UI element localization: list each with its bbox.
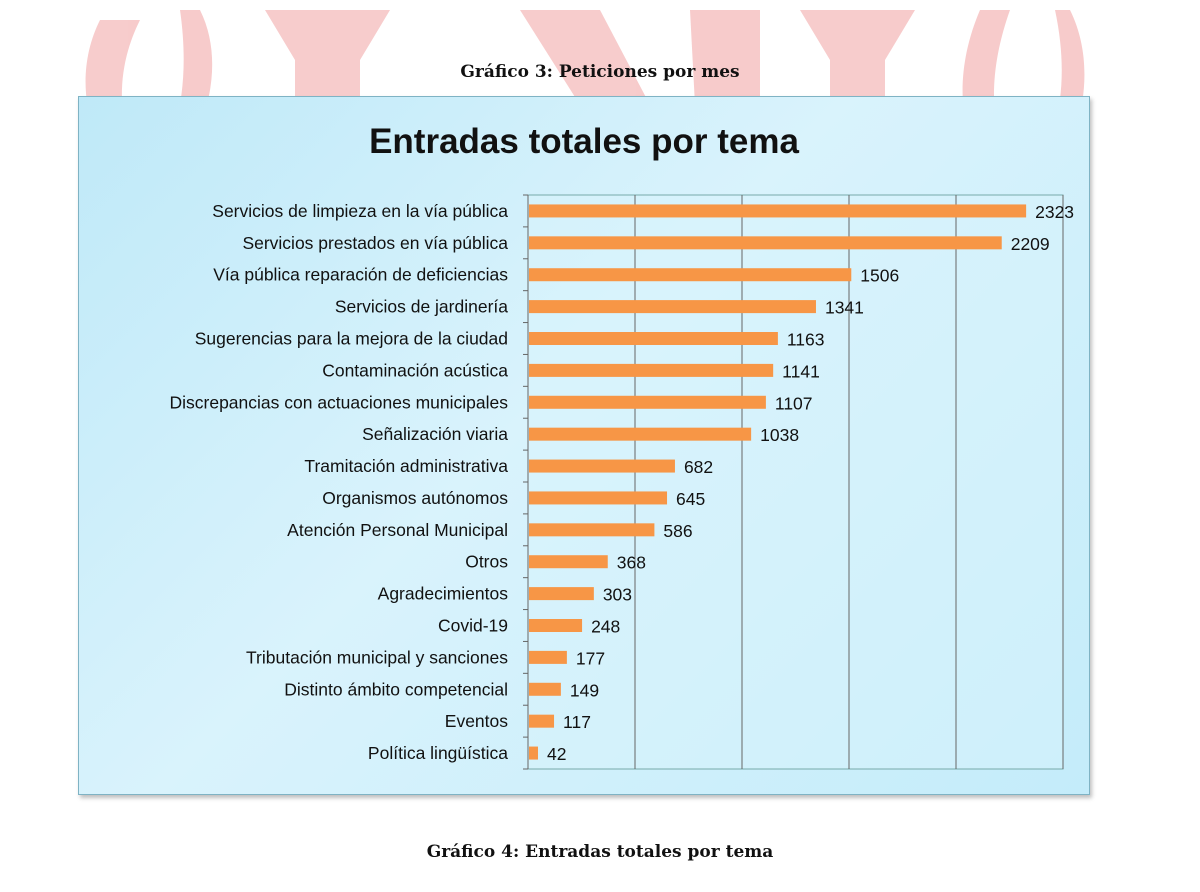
category-label: Sugerencias para la mejora de la ciudad — [195, 329, 508, 349]
caption-grafico-4: Gráfico 4: Entradas totales por tema — [426, 842, 774, 862]
category-label: Tramitación administrativa — [304, 456, 508, 476]
bar — [529, 459, 675, 473]
bar — [529, 268, 852, 282]
bar — [529, 555, 608, 569]
value-label: 2209 — [1011, 234, 1050, 254]
chart-area: Entradas totales por tema Servicios de li… — [78, 96, 1090, 795]
category-label: Servicios prestados en vía pública — [242, 233, 508, 253]
category-label: Distinto ámbito competencial — [284, 679, 508, 699]
category-label: Atención Personal Municipal — [287, 520, 508, 540]
bar — [529, 587, 594, 601]
category-label: Servicios de limpieza en la vía pública — [212, 201, 508, 221]
category-label: Organismos autónomos — [322, 488, 508, 508]
value-label: 368 — [617, 553, 646, 573]
category-label: Eventos — [445, 711, 508, 731]
value-label: 2323 — [1035, 202, 1074, 222]
bar — [529, 619, 583, 632]
bar — [529, 427, 752, 441]
bar — [529, 204, 1027, 218]
bar — [529, 491, 668, 505]
value-label: 1163 — [787, 330, 825, 350]
category-label: Señalización viaria — [362, 424, 508, 444]
value-label: 149 — [570, 680, 599, 700]
bar — [529, 523, 655, 537]
value-label: 1141 — [782, 361, 820, 381]
bar-chart: Entradas totales por tema Servicios de li… — [169, 122, 1074, 770]
category-label: Discrepancias con actuaciones municipale… — [169, 392, 508, 412]
value-label: 586 — [663, 521, 692, 541]
plot-area — [527, 194, 1064, 770]
value-label: 1506 — [860, 266, 899, 286]
category-label: Agradecimientos — [378, 584, 509, 604]
category-label: Otros — [465, 552, 508, 572]
bar — [529, 746, 538, 760]
bar — [529, 714, 555, 728]
value-label: 303 — [603, 585, 632, 605]
bar — [529, 363, 774, 377]
bar — [529, 650, 567, 664]
bar — [529, 682, 561, 696]
category-label: Política lingüística — [368, 743, 508, 763]
category-label: Servicios de jardinería — [335, 297, 508, 317]
value-label: 682 — [684, 457, 713, 477]
value-label: 177 — [576, 648, 605, 668]
value-label: 1038 — [760, 425, 799, 445]
value-label: 248 — [591, 617, 620, 637]
category-label: Tributación municipal y sanciones — [246, 647, 508, 667]
bar — [529, 236, 1002, 250]
bar — [529, 300, 816, 314]
value-label: 117 — [563, 712, 591, 732]
caption-grafico-3: Gráfico 3: Peticiones por mes — [460, 62, 740, 82]
category-label: Contaminación acústica — [322, 360, 508, 380]
chart-title: Entradas totales por tema — [369, 122, 799, 161]
value-label: 1341 — [825, 298, 864, 318]
value-label: 1107 — [775, 393, 813, 413]
category-label: Covid-19 — [438, 616, 508, 636]
bar — [529, 395, 766, 409]
value-label: 645 — [676, 489, 705, 509]
category-label: Vía pública reparación de deficiencias — [213, 265, 508, 285]
value-label: 42 — [547, 744, 566, 764]
bar — [529, 332, 778, 345]
